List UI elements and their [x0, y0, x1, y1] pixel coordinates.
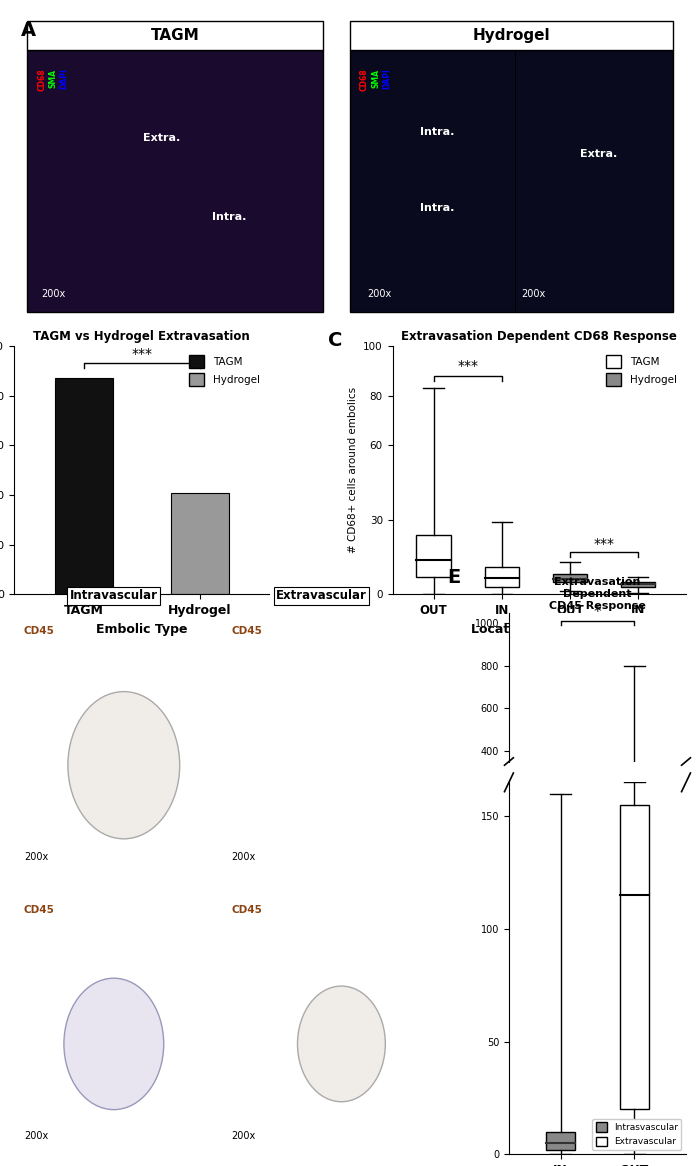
FancyBboxPatch shape [621, 582, 655, 586]
Circle shape [68, 691, 180, 838]
Text: Extra.: Extra. [144, 133, 181, 143]
Circle shape [64, 978, 164, 1110]
Text: CD45: CD45 [24, 626, 55, 635]
Legend: TAGM, Hydrogel: TAGM, Hydrogel [601, 351, 681, 391]
FancyBboxPatch shape [27, 50, 323, 311]
Text: SMA: SMA [49, 69, 58, 87]
X-axis label: Location of Embolic: Location of Embolic [471, 623, 608, 635]
Bar [171, 492, 229, 595]
Text: Hydrogel: Hydrogel [473, 28, 550, 43]
FancyBboxPatch shape [620, 805, 649, 1109]
Text: CD45: CD45 [232, 626, 262, 635]
Text: SMA: SMA [372, 69, 381, 87]
Text: A: A [21, 21, 36, 40]
Text: 200x: 200x [367, 289, 391, 300]
Text: CD68: CD68 [360, 69, 369, 91]
Title: TAGM vs Hydrogel Extravasation: TAGM vs Hydrogel Extravasation [33, 330, 250, 344]
Text: ***: *** [457, 359, 478, 373]
Circle shape [298, 986, 385, 1102]
Text: *: * [594, 605, 601, 620]
Title: Extravasation
Dependent
CD45 Response: Extravasation Dependent CD45 Response [549, 577, 646, 611]
Text: CD45: CD45 [232, 905, 262, 914]
Legend: Intrasvascular, Extravascular: Intrasvascular, Extravascular [592, 1118, 682, 1150]
Text: Extravascular: Extravascular [276, 589, 367, 602]
Text: 200x: 200x [41, 289, 65, 300]
FancyBboxPatch shape [416, 535, 451, 577]
X-axis label: Embolic Type: Embolic Type [96, 623, 188, 635]
Text: E: E [447, 568, 460, 586]
Text: DAPI: DAPI [382, 69, 391, 90]
Text: C: C [328, 331, 342, 350]
Text: Intra.: Intra. [420, 127, 454, 136]
Text: ***: *** [594, 536, 615, 550]
Title: Extravasation Dependent CD68 Response: Extravasation Dependent CD68 Response [401, 330, 677, 344]
FancyBboxPatch shape [546, 1132, 575, 1150]
Text: Intravascular: Intravascular [70, 589, 158, 602]
Text: Intra.: Intra. [420, 203, 454, 212]
Text: ***: *** [131, 347, 152, 361]
Y-axis label: # CD68+ cells around embolics: # CD68+ cells around embolics [348, 387, 358, 553]
Text: 200x: 200x [232, 852, 256, 863]
Text: CD45: CD45 [24, 905, 55, 914]
Text: DAPI: DAPI [60, 69, 69, 90]
FancyBboxPatch shape [27, 21, 323, 50]
Text: CD68: CD68 [38, 69, 46, 91]
Legend: TAGM, Hydrogel: TAGM, Hydrogel [185, 351, 264, 391]
Text: 200x: 200x [522, 289, 545, 300]
FancyBboxPatch shape [350, 21, 673, 50]
Bar [55, 378, 113, 595]
Text: 200x: 200x [24, 852, 48, 863]
Text: 200x: 200x [24, 1131, 48, 1142]
FancyBboxPatch shape [553, 575, 587, 582]
Text: TAGM: TAGM [151, 28, 199, 43]
Text: Intra.: Intra. [212, 212, 246, 222]
Text: Extra.: Extra. [580, 149, 617, 159]
FancyBboxPatch shape [484, 567, 519, 586]
FancyBboxPatch shape [514, 50, 516, 311]
Text: 200x: 200x [232, 1131, 256, 1142]
FancyBboxPatch shape [350, 50, 673, 311]
